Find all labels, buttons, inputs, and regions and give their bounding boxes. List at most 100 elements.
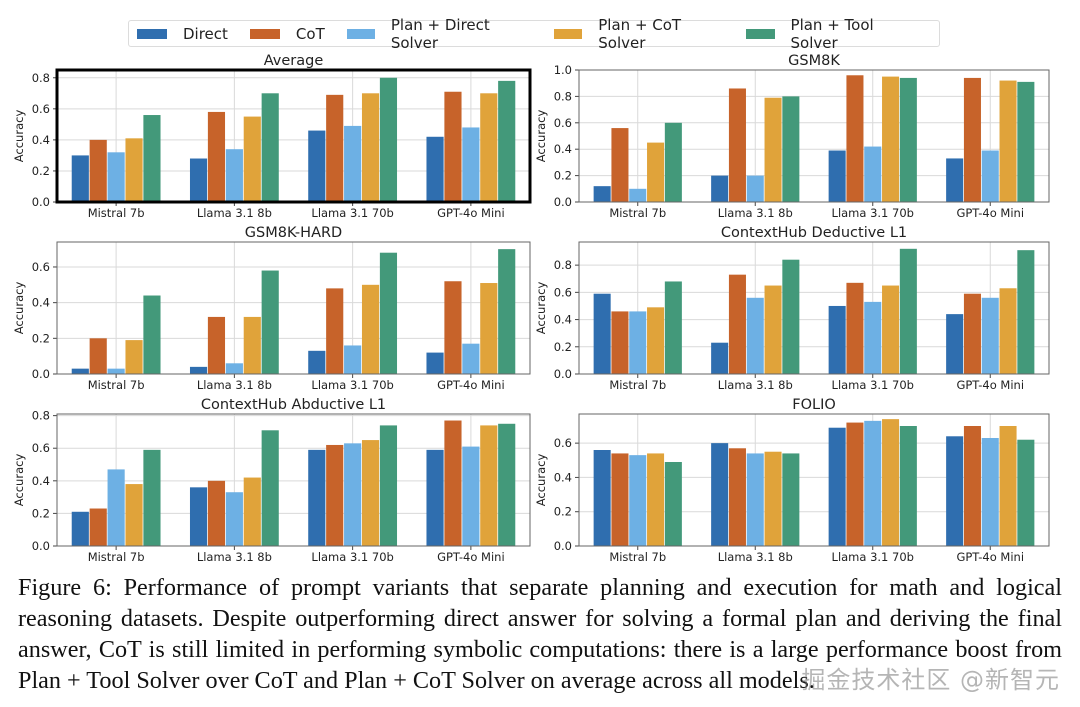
bar-plan-tool-solver <box>498 249 516 374</box>
bar-direct <box>189 487 208 546</box>
bar-plan-cot-solver <box>480 425 498 546</box>
bar-plan-tool-solver <box>143 115 161 202</box>
bar-plan-direct-solver <box>981 150 999 202</box>
xtick-label: GPT-4o Mini <box>437 550 505 564</box>
bar-plan-cot-solver <box>882 419 900 546</box>
bar-direct <box>308 449 326 546</box>
bar-plan-direct-solver <box>981 297 999 374</box>
bar-cot <box>963 293 981 374</box>
bar-plan-tool-solver <box>143 295 161 374</box>
bar-plan-cot-solver <box>647 453 665 546</box>
legend: Direct CoT Plan + Direct Solver Plan + C… <box>128 16 940 52</box>
ytick-label: 0.2 <box>554 505 572 519</box>
axes-frame <box>56 241 531 375</box>
xtick-label: GPT-4o Mini <box>956 206 1024 220</box>
bar-cot <box>846 282 864 374</box>
chart-title: ContextHub Abductive L1 <box>201 397 386 413</box>
bar-plan-direct-solver <box>629 455 647 546</box>
bar-cot <box>89 338 107 374</box>
bar-plan-tool-solver <box>379 425 398 546</box>
ytick-label: 0.6 <box>32 102 50 116</box>
bar-direct <box>828 305 846 374</box>
bar-cot <box>89 139 107 202</box>
figure: Direct CoT Plan + Direct Solver Plan + C… <box>12 16 1050 564</box>
xtick-label: Llama 3.1 70b <box>311 550 393 564</box>
bar-plan-cot-solver <box>999 80 1017 202</box>
bar-plan-tool-solver <box>1017 439 1035 546</box>
bar-direct <box>189 158 208 202</box>
bar-plan-direct-solver <box>462 446 480 546</box>
bar-cot <box>326 288 344 374</box>
axes-frame <box>578 241 1050 375</box>
bar-plan-direct-solver <box>746 175 764 202</box>
ytick-label: 0.4 <box>32 296 50 310</box>
legend-swatch-cot <box>249 28 280 39</box>
legend-label-cot: CoT <box>295 24 325 43</box>
bar-direct <box>946 158 964 202</box>
legend-swatch-plan-direct <box>346 28 375 39</box>
ytick-label: 0.6 <box>554 285 572 299</box>
xtick-label: Llama 3.1 8b <box>718 378 793 392</box>
axes-frame <box>578 69 1050 203</box>
bar-plan-direct-solver <box>344 125 362 202</box>
xtick-label: Mistral 7b <box>88 206 145 220</box>
bar-plan-cot-solver <box>361 440 380 546</box>
bar-plan-cot-solver <box>882 76 900 202</box>
y-axis-label: Accuracy <box>12 282 26 335</box>
bar-plan-direct-solver <box>746 453 764 546</box>
legend-item-plan-tool: Plan + Tool Solver <box>746 16 917 52</box>
bar-cot <box>326 444 344 546</box>
bar-cot <box>444 281 462 374</box>
ytick-label: 0.0 <box>554 367 572 381</box>
xtick-label: Llama 3.1 8b <box>197 378 272 392</box>
bar-direct <box>426 136 444 202</box>
y-axis-label: Accuracy <box>12 110 26 163</box>
xtick-label: Llama 3.1 8b <box>197 206 272 220</box>
ytick-label: 0.0 <box>32 539 50 553</box>
bar-direct <box>711 443 729 546</box>
bar-plan-cot-solver <box>647 142 665 202</box>
ytick-label: 0.4 <box>554 313 572 327</box>
ytick-label: 0.8 <box>32 409 50 423</box>
bar-cot <box>963 426 981 546</box>
ytick-label: 0.6 <box>554 436 572 450</box>
bar-direct <box>946 436 964 546</box>
bar-direct <box>71 511 89 546</box>
bar-plan-tool-solver <box>899 77 917 202</box>
xtick-label: GPT-4o Mini <box>437 206 505 220</box>
legend-swatch-plan-tool <box>746 28 775 39</box>
ytick-label: 0.2 <box>32 331 50 345</box>
bar-cot <box>963 77 981 202</box>
axes-frame <box>578 413 1050 547</box>
figure-caption: Figure 6: Performance of prompt variants… <box>18 574 1062 694</box>
xtick-label: Llama 3.1 70b <box>311 378 393 392</box>
bar-plan-direct-solver <box>864 420 882 546</box>
chart-title: Average <box>264 53 324 69</box>
xtick-label: Llama 3.1 8b <box>718 550 793 564</box>
ytick-label: 0.2 <box>554 169 572 183</box>
bar-plan-direct-solver <box>225 363 243 374</box>
ytick-label: 0.2 <box>32 506 50 520</box>
ytick-label: 0.0 <box>554 539 572 553</box>
ytick-label: 0.6 <box>32 260 50 274</box>
chart-panel-contexthub-abductive-l1: ContextHub Abductive L1 0.0 0.2 0.4 0.6 0.8 Mi… <box>12 397 531 564</box>
axes-frame <box>56 413 531 547</box>
bar-plan-cot-solver <box>361 93 380 202</box>
bar-plan-cot-solver <box>243 477 261 546</box>
bar-cot <box>846 75 864 202</box>
bar-cot <box>728 448 746 546</box>
bar-plan-tool-solver <box>498 80 516 202</box>
ytick-label: 0.8 <box>554 89 572 103</box>
xtick-label: Mistral 7b <box>88 378 145 392</box>
charts-grid: Average 0.0 0.2 0.4 0.6 0.8 Mistral 7b Llama 3.… <box>12 53 1050 564</box>
xtick-label: Llama 3.1 70b <box>311 206 393 220</box>
legend-item-plan-direct: Plan + Direct Solver <box>346 16 532 52</box>
bar-cot <box>728 274 746 374</box>
chart-title: GSM8K <box>788 53 840 69</box>
bar-plan-tool-solver <box>899 248 917 374</box>
bar-cot <box>611 128 629 202</box>
bar-plan-tool-solver <box>261 93 279 202</box>
ytick-label: 0.4 <box>32 133 50 147</box>
y-axis-label: Accuracy <box>534 110 548 163</box>
bar-direct <box>308 350 326 374</box>
